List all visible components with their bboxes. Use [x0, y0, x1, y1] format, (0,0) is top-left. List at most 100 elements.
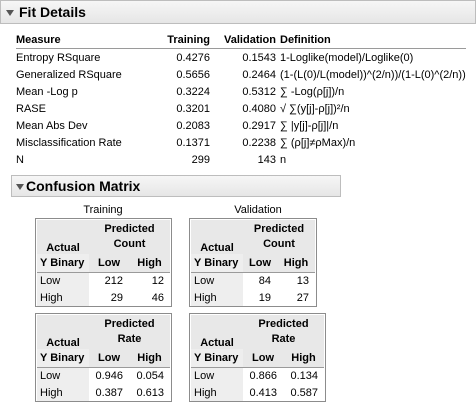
- matrix-cell: 84: [258, 274, 271, 287]
- confusion-table: Actual Predicted Rate Y Binary Low High …: [191, 315, 324, 401]
- confusion-table: Actual Predicted Count Y Binary Low High…: [37, 220, 170, 306]
- table-row: Mean Abs Dev 0.2083 0.2917 ∑ |y[j]-ρ[j]|…: [16, 117, 466, 134]
- matrix-cell: 212: [104, 274, 123, 287]
- matrix-cell: 0.387: [95, 386, 123, 399]
- col-header-definition: Definition: [280, 33, 331, 46]
- validation-cell: 0.2238: [242, 136, 276, 149]
- matrix-cell: 29: [110, 291, 123, 304]
- matrix-cell: 19: [258, 291, 271, 304]
- row-high-label: High: [37, 384, 89, 401]
- measure-cell: RASE: [16, 102, 46, 115]
- actual-label: Actual: [37, 220, 89, 254]
- training-cell: 0.4276: [176, 51, 210, 64]
- predicted-label: Predicted: [253, 223, 305, 235]
- col-low-label: Low: [243, 254, 277, 273]
- y-binary-label: Y Binary: [37, 254, 89, 273]
- validation-cell: 0.1543: [242, 51, 276, 64]
- definition-cell: ∑ |y[j]-ρ[j]|/n: [280, 119, 339, 132]
- col-low-label: Low: [89, 349, 129, 368]
- measure-cell: Generalized RSquare: [16, 68, 122, 81]
- training-cell: 0.3201: [176, 102, 210, 115]
- validation-cell: 0.2917: [242, 119, 276, 132]
- matrix-cell: 27: [296, 291, 309, 304]
- training-cell: 0.3224: [176, 85, 210, 98]
- col-header-measure: Measure: [16, 33, 61, 46]
- matrix-cell: 46: [151, 291, 164, 304]
- matrix-cell: 0.134: [290, 369, 318, 382]
- row-high-label: High: [191, 384, 243, 401]
- matrix-cell: 0.613: [136, 386, 164, 399]
- training-cell: 299: [191, 153, 210, 166]
- definition-cell: ∑ (ρ[j]≠ρMax)/n: [280, 136, 356, 149]
- row-low-label: Low: [191, 272, 243, 289]
- definition-cell: 1-Loglike(model)/Loglike(0): [280, 51, 414, 64]
- matrix-cell: 0.866: [249, 369, 277, 382]
- count-label: Count: [113, 238, 146, 250]
- table-row: Generalized RSquare 0.5656 0.2464 (1-(L(…: [16, 66, 466, 83]
- y-binary-label: Y Binary: [191, 254, 243, 273]
- table-row: Mean -Log p 0.3224 0.5312 ∑ -Log(ρ[j])/n: [16, 83, 466, 100]
- validation-cell: 0.4080: [242, 102, 276, 115]
- predicted-label: Predicted: [258, 318, 309, 330]
- training-count-matrix: Actual Predicted Count Y Binary Low High…: [35, 218, 172, 307]
- predicted-label: Predicted: [104, 223, 155, 235]
- col-header-validation: Validation: [224, 33, 276, 46]
- confusion-table: Actual Predicted Count Y Binary Low High…: [191, 220, 315, 306]
- definition-cell: √ ∑(y[j]-ρ[j])²/n: [280, 102, 350, 115]
- matrix-cell: 0.054: [136, 369, 164, 382]
- matrix-cell: 13: [296, 274, 309, 287]
- matrix-cell: 0.587: [290, 386, 318, 399]
- fit-details-table: Measure Training Validation Definition E…: [16, 31, 466, 168]
- training-cell: 0.5656: [176, 68, 210, 81]
- count-label: Count: [263, 238, 295, 250]
- actual-label: Actual: [191, 220, 243, 254]
- fit-details-header[interactable]: Fit Details: [0, 0, 476, 24]
- actual-label: Actual: [191, 315, 243, 349]
- validation-cell: 0.2464: [242, 68, 276, 81]
- measure-cell: Mean Abs Dev: [16, 119, 88, 132]
- disclosure-triangle-icon[interactable]: [6, 10, 14, 16]
- measure-cell: Misclassification Rate: [16, 136, 122, 149]
- measure-cell: Mean -Log p: [16, 85, 78, 98]
- definition-cell: n: [280, 153, 287, 166]
- training-cell: 0.1371: [176, 136, 210, 149]
- row-low-label: Low: [37, 367, 89, 384]
- validation-rate-matrix: Actual Predicted Rate Y Binary Low High …: [189, 313, 326, 402]
- rate-label: Rate: [117, 333, 142, 345]
- col-low-label: Low: [89, 254, 129, 273]
- y-binary-label: Y Binary: [37, 349, 89, 368]
- validation-group-label: Validation: [234, 204, 282, 216]
- col-high-label: High: [129, 349, 170, 368]
- confusion-matrix-title: Confusion Matrix: [26, 178, 141, 194]
- predicted-label: Predicted: [104, 318, 155, 330]
- col-high-label: High: [283, 349, 324, 368]
- definition-cell: ∑ -Log(ρ[j])/n: [280, 85, 345, 98]
- confusion-matrix-header[interactable]: Confusion Matrix: [11, 175, 341, 197]
- confusion-table: Actual Predicted Rate Y Binary Low High …: [37, 315, 170, 401]
- table-row: Entropy RSquare 0.4276 0.1543 1-Loglike(…: [16, 49, 466, 67]
- training-cell: 0.2083: [176, 119, 210, 132]
- row-low-label: Low: [37, 272, 89, 289]
- actual-label: Actual: [37, 315, 89, 349]
- matrix-cell: 0.946: [95, 369, 123, 382]
- row-low-label: Low: [191, 367, 243, 384]
- table-row: RASE 0.3201 0.4080 √ ∑(y[j]-ρ[j])²/n: [16, 100, 466, 117]
- validation-cell: 0.5312: [242, 85, 276, 98]
- y-binary-label: Y Binary: [191, 349, 243, 368]
- disclosure-triangle-icon[interactable]: [16, 184, 24, 190]
- training-group-label: Training: [83, 204, 123, 216]
- fit-details-title: Fit Details: [19, 4, 86, 20]
- table-row: Misclassification Rate 0.1371 0.2238 ∑ (…: [16, 134, 466, 151]
- measure-cell: N: [16, 153, 24, 166]
- col-header-training: Training: [167, 33, 210, 46]
- definition-cell: (1-(L(0)/L(model))^(2/n))/(1-L(0)^(2/n)): [280, 68, 466, 81]
- validation-count-matrix: Actual Predicted Count Y Binary Low High…: [189, 218, 317, 307]
- row-high-label: High: [37, 289, 89, 306]
- col-high-label: High: [129, 254, 170, 273]
- rate-label: Rate: [271, 333, 296, 345]
- validation-cell: 143: [257, 153, 276, 166]
- table-row: N 299 143 n: [16, 151, 466, 168]
- measure-cell: Entropy RSquare: [16, 51, 101, 64]
- matrix-cell: 0.413: [249, 386, 277, 399]
- row-high-label: High: [191, 289, 243, 306]
